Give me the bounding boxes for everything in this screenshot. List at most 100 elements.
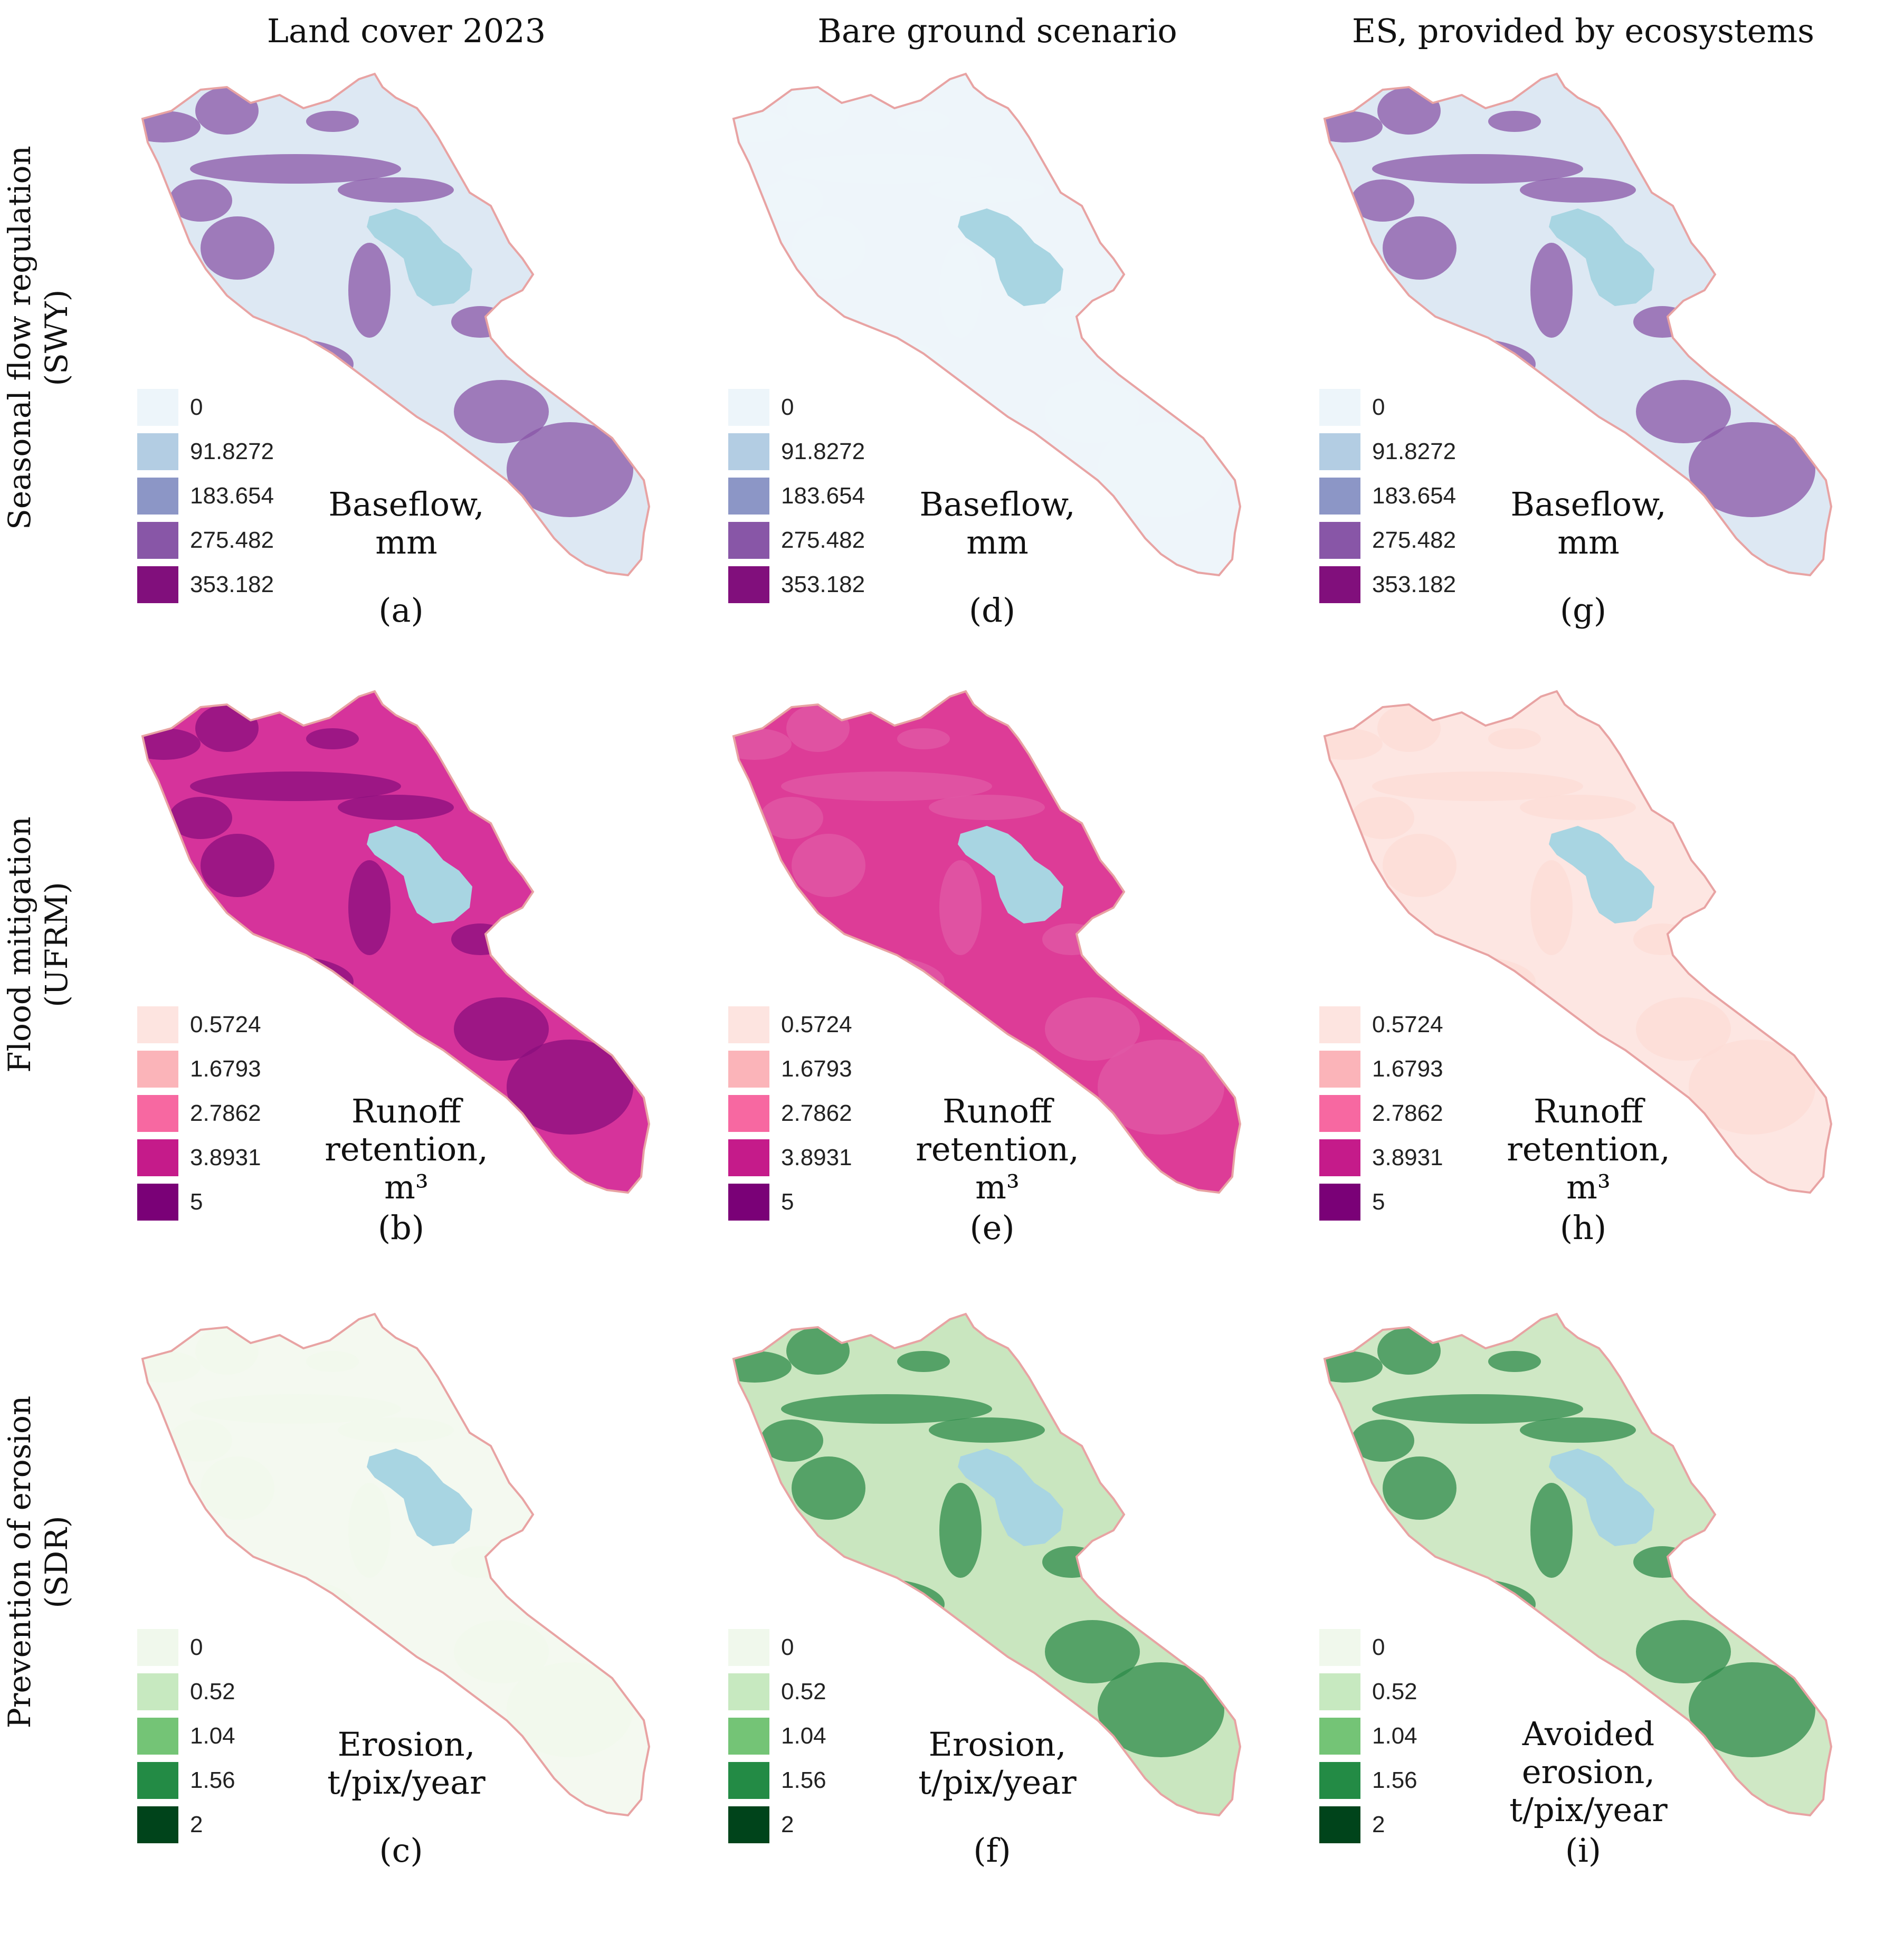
unit-label-line: m³ [975, 1168, 1020, 1206]
country-border [1323, 72, 1833, 577]
legend-swatch [1319, 1629, 1360, 1666]
value-patch [190, 772, 401, 801]
legend-entry: 91.8272 [728, 430, 865, 474]
legend-entry: 3.8931 [1319, 1136, 1443, 1180]
legend-entry: 0 [137, 385, 274, 430]
legend-entry: 183.654 [728, 474, 865, 518]
unit-label-line: Baseflow, [1510, 485, 1667, 523]
legend-entry: 353.182 [1319, 563, 1456, 607]
legend-entry: 1.6793 [1319, 1047, 1443, 1091]
value-patch [1633, 1546, 1691, 1578]
legend-value: 3.8931 [190, 1145, 261, 1170]
legend-value: 0 [1372, 394, 1385, 420]
value-patch [451, 923, 509, 955]
legend-value: 91.8272 [781, 439, 865, 464]
value-patch [797, 955, 945, 1008]
legend-swatch [137, 566, 178, 603]
legend-swatch [137, 1762, 178, 1799]
legend-entry: 91.8272 [1319, 430, 1456, 474]
value-patch [190, 154, 401, 184]
unit-label-line: erosion, [1521, 1752, 1655, 1791]
legend-entry: 5 [1319, 1180, 1443, 1224]
unit-label-line: retention, [1507, 1130, 1670, 1168]
row-label-sdr-line1: Prevention of erosion [2, 1395, 37, 1729]
value-patch [1488, 111, 1541, 132]
legend-swatch [728, 1718, 769, 1755]
legend-swatch [728, 1006, 769, 1043]
column-title-bare-ground: Bare ground scenario [817, 12, 1177, 50]
legend-swatch [728, 1762, 769, 1799]
legend-swatch [728, 433, 769, 470]
legend-entry: 5 [137, 1180, 261, 1224]
unit-label-line: mm [375, 523, 437, 561]
legend-swatch [137, 1673, 178, 1710]
panel-letter: (f) [973, 1831, 1011, 1870]
value-patch [338, 795, 454, 820]
map-legend: 0 91.8272 183.654 275.482 353.182 [137, 385, 274, 607]
panel-letter: (b) [377, 1208, 425, 1247]
value-patch [786, 87, 850, 135]
legend-swatch [137, 433, 178, 470]
map-legend: 0 91.8272 183.654 275.482 353.182 [1319, 385, 1456, 607]
legend-entry: 0 [728, 1625, 826, 1670]
legend-swatch [728, 1629, 769, 1666]
legend-value: 5 [190, 1189, 203, 1215]
legend-entry: 0 [137, 1625, 235, 1670]
value-patch [1351, 179, 1414, 222]
unit-label-line: t/pix/year [918, 1763, 1077, 1802]
value-patch [929, 795, 1045, 820]
legend-swatch [1319, 1718, 1360, 1755]
legend-value: 1.56 [1372, 1767, 1417, 1793]
value-patch [1530, 1483, 1573, 1578]
value-patch [1325, 1351, 1383, 1383]
map-panel: 0.5724 1.6793 2.7862 3.8931 5 Runoff retention… [712, 686, 1277, 1247]
map-panel: 0 91.8272 183.654 275.482 353.182 Baseflow, mm… [1303, 69, 1868, 630]
value-texture [142, 1327, 633, 1757]
unit-label-line: t/pix/year [1509, 1790, 1668, 1829]
value-patch [1045, 997, 1140, 1061]
value-patch [195, 1327, 259, 1375]
legend-swatch [137, 1806, 178, 1843]
value-patch [1325, 728, 1383, 760]
legend-value: 5 [781, 1189, 794, 1215]
value-patch [1351, 1420, 1414, 1462]
value-patch [1633, 923, 1691, 955]
legend-value: 0.5724 [781, 1012, 852, 1037]
value-patch [201, 1456, 274, 1520]
column-title-ecosystem-services: ES, provided by ecosystems [1351, 12, 1815, 50]
legend-entry: 0 [1319, 385, 1456, 430]
legend-entry: 0.52 [1319, 1670, 1417, 1714]
legend-value: 0 [781, 1634, 794, 1660]
value-patch [1042, 306, 1100, 338]
legend-swatch [1319, 433, 1360, 470]
unit-label: Avoided erosion, t/pix/year [1478, 1715, 1699, 1829]
legend-value: 1.04 [781, 1723, 826, 1749]
legend-swatch [728, 566, 769, 603]
legend-value: 2 [190, 1812, 203, 1837]
legend-entry: 0.52 [728, 1670, 826, 1714]
legend-value: 275.482 [1372, 527, 1456, 553]
value-patch [1325, 111, 1383, 142]
country-map [1323, 72, 1833, 577]
legend-value: 0.52 [781, 1679, 826, 1704]
legend-entry: 1.56 [137, 1758, 235, 1803]
value-patch [781, 1394, 992, 1424]
legend-value: 3.8931 [1372, 1145, 1443, 1170]
value-patch [1488, 728, 1541, 749]
legend-swatch [137, 1051, 178, 1088]
value-patch [306, 111, 359, 132]
legend-swatch [1319, 566, 1360, 603]
legend-entry: 1.04 [1319, 1714, 1417, 1758]
value-patch [1636, 997, 1731, 1061]
unit-label: Baseflow, mm [887, 485, 1108, 561]
legend-value: 1.56 [190, 1767, 235, 1793]
legend-entry: 1.04 [728, 1714, 826, 1758]
map-legend: 0 91.8272 183.654 275.482 353.182 [728, 385, 865, 607]
value-patch [781, 154, 992, 184]
value-patch [1372, 1394, 1583, 1424]
panel-letter: (e) [969, 1208, 1015, 1247]
unit-label-line: t/pix/year [327, 1763, 485, 1802]
panel-letter: (c) [379, 1831, 423, 1870]
value-patch [939, 243, 982, 338]
unit-label-line: mm [966, 523, 1029, 561]
